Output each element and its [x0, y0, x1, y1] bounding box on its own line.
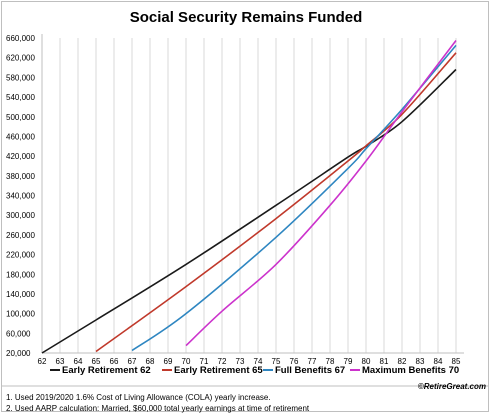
- x-axis-tick-labels: 62 63 64 65 66 67 68 69 70 71 72 73 74 75 76 77 78 79 80 81…: [38, 357, 461, 366]
- y-tick-label: 620,000: [6, 54, 35, 63]
- axes: [41, 34, 464, 354]
- x-tick-label: 77: [308, 357, 317, 366]
- x-tick-label: 62: [38, 357, 47, 366]
- legend-label: Early Retirement 62: [62, 365, 151, 376]
- x-tick-label: 65: [92, 357, 101, 366]
- y-tick-label: 500,000: [6, 113, 35, 122]
- x-tick-label: 85: [452, 357, 461, 366]
- x-tick-label: 79: [344, 357, 353, 366]
- y-axis-tick-labels: 20,000 60,000 100,000 140,000 180,000 220,000…: [6, 34, 35, 358]
- y-tick-label: 60,000: [6, 329, 31, 338]
- x-tick-label: 80: [362, 357, 371, 366]
- y-tick-label: 300,000: [6, 211, 35, 220]
- x-tick-label: 71: [200, 357, 209, 366]
- y-tick-label: 100,000: [6, 310, 35, 319]
- grid-lines: [41, 38, 457, 353]
- y-tick-label: 380,000: [6, 172, 35, 181]
- chart-title: Social Security Remains Funded: [130, 9, 363, 26]
- y-tick-label: 580,000: [6, 73, 35, 82]
- y-tick-label: 340,000: [6, 192, 35, 201]
- y-tick-label: 180,000: [6, 270, 35, 279]
- series-line-2: [95, 52, 457, 353]
- x-tick-label: 72: [218, 357, 227, 366]
- x-tick-label: 76: [290, 357, 299, 366]
- x-tick-label: 81: [380, 357, 389, 366]
- x-tick-label: 82: [398, 357, 407, 366]
- x-tick-label: 70: [182, 357, 191, 366]
- y-tick-label: 420,000: [6, 152, 35, 161]
- legend-label: Maximum Benefits 70: [362, 365, 459, 376]
- x-tick-label: 67: [128, 357, 137, 366]
- footnote-1: 1. Used 2019/2020 1.6% Cost of Living Al…: [6, 393, 271, 402]
- y-tick-label: 220,000: [6, 251, 35, 260]
- y-tick-label: 260,000: [6, 231, 35, 240]
- legend: Early Retirement 62 Early Retirement 65 Fu…: [50, 365, 459, 376]
- legend-label: Early Retirement 65: [174, 365, 263, 376]
- x-tick-label: 73: [236, 357, 245, 366]
- x-tick-label: 66: [110, 357, 119, 366]
- series-line-4: [185, 40, 457, 347]
- series-line-1: [41, 68, 457, 354]
- y-tick-label: 140,000: [6, 290, 35, 299]
- x-tick-label: 83: [416, 357, 425, 366]
- y-tick-label: 540,000: [6, 93, 35, 102]
- series-line-3: [131, 44, 457, 352]
- x-tick-label: 84: [434, 357, 443, 366]
- legend-label: Full Benefits 67: [275, 365, 345, 376]
- x-tick-label: 63: [56, 357, 65, 366]
- footnote-2: 2. Used AARP calculation: Married, $60,0…: [6, 404, 310, 413]
- y-tick-label: 460,000: [6, 132, 35, 141]
- y-tick-label: 660,000: [6, 34, 35, 43]
- x-tick-label: 78: [326, 357, 335, 366]
- brand-watermark: ©RetireGreat.com: [418, 382, 486, 391]
- series-lines: [41, 40, 457, 354]
- x-tick-label: 68: [146, 357, 155, 366]
- x-tick-label: 74: [254, 357, 263, 366]
- x-tick-label: 69: [164, 357, 173, 366]
- x-tick-label: 75: [272, 357, 281, 366]
- y-tick-label: 20,000: [6, 349, 31, 358]
- x-tick-label: 64: [74, 357, 83, 366]
